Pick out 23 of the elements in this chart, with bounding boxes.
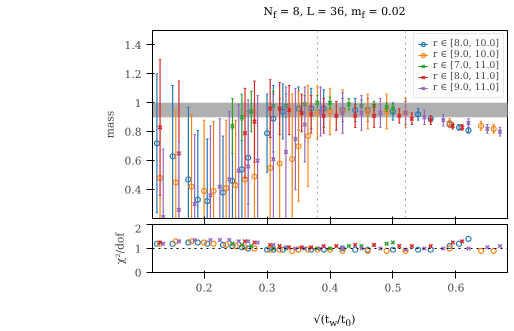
y-tick-label: 1.2: [124, 68, 142, 81]
x-tick-label: 0.3: [258, 282, 276, 294]
y-tick-label: 1: [134, 96, 142, 110]
y-tick-label: 1.4: [124, 38, 142, 52]
x-tick-label: 0.2: [196, 282, 213, 294]
x-tick-label: 0.5: [384, 282, 402, 294]
y-tick-label: 0.8: [124, 126, 142, 139]
y-tick-label: 2: [134, 222, 142, 236]
y-axis-title: mass: [104, 110, 117, 138]
y-axis-title: χ²/dof: [114, 232, 127, 264]
x-tick-label: 0.4: [322, 282, 339, 294]
y-tick-label: 0.4: [124, 184, 142, 197]
legend-label: r ∈ [9.0, 11.0]: [432, 82, 499, 93]
chart-title: N$_{f}$ = 8, L = 36, m$_{f}$ = 0.02: [263, 5, 406, 24]
x-tick-label: 0.6: [447, 282, 465, 294]
y-tick-label: 0.6: [124, 154, 142, 168]
y-tick-label: 0: [134, 266, 142, 280]
legend-label: r ∈ [7.0, 11.0]: [432, 60, 499, 71]
legend-label: r ∈ [8.0, 10.0]: [432, 38, 499, 49]
x-axis-title: √(t$_{w}$/t$_{0}$): [314, 313, 356, 331]
legend-label: r ∈ [8.0, 11.0]: [432, 71, 499, 82]
y-tick-label: 1: [134, 242, 142, 256]
legend-label: r ∈ [9.0, 10.0]: [432, 49, 499, 60]
